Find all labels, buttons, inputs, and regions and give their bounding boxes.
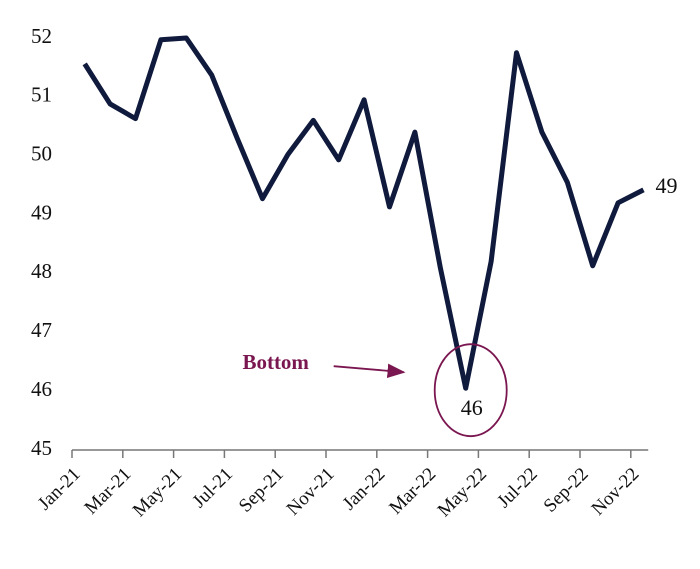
x-tick-label: Jan-22 <box>339 464 390 515</box>
y-tick-label: 50 <box>31 142 52 166</box>
x-tick-label: Jan-21 <box>34 464 85 515</box>
line <box>82 35 645 391</box>
y-tick-label: 45 <box>31 436 52 460</box>
x-tick-label: Mar-22 <box>385 464 440 519</box>
y-tick-label: 52 <box>31 24 52 48</box>
x-tick-label: Jul-22 <box>493 464 541 512</box>
y-tick-label: 49 <box>31 200 52 224</box>
x-tick-label: May-22 <box>434 464 491 521</box>
data-label: 49 <box>656 173 678 198</box>
data-label: 46 <box>461 395 483 420</box>
highlight-ellipse <box>433 343 508 438</box>
x-tick-label: Mar-21 <box>81 464 136 519</box>
x-tick-label: Jul-21 <box>189 464 237 512</box>
x-tick-label: Sep-22 <box>540 464 593 517</box>
annotation-arrow <box>333 363 406 378</box>
x-tick-label: Nov-22 <box>588 464 644 520</box>
y-tick-label: 47 <box>31 318 52 342</box>
y-tick-label: 46 <box>31 377 52 401</box>
x-tick-label: Sep-21 <box>235 464 288 517</box>
y-tick-label: 51 <box>31 83 52 107</box>
y-tick-label: 48 <box>31 259 52 283</box>
x-tick-label: May-21 <box>129 464 186 521</box>
x-tick-label: Nov-21 <box>283 464 339 520</box>
annotation-text: Bottom <box>242 350 309 374</box>
